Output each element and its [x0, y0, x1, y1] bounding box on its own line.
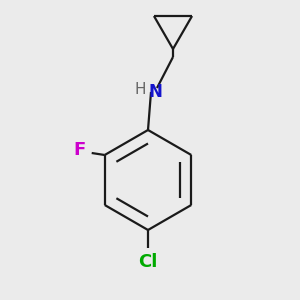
Text: F: F: [74, 141, 86, 159]
Text: N: N: [148, 83, 162, 101]
Text: H: H: [134, 82, 146, 97]
Text: Cl: Cl: [138, 253, 158, 271]
